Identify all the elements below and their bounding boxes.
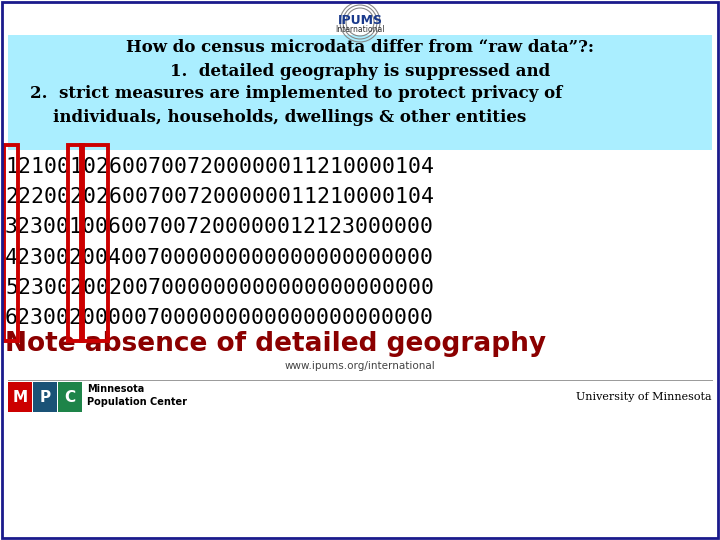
Bar	[33, 382, 57, 412]
Text: C: C	[64, 389, 76, 404]
Text: How do census microdata differ from “raw data”?:: How do census microdata differ from “raw…	[126, 39, 594, 57]
Text: Minnesota: Minnesota	[87, 384, 144, 394]
Text: Note absence of detailed geography: Note absence of detailed geography	[5, 331, 546, 357]
Text: 423002004007000000000000000000000: 423002004007000000000000000000000	[5, 248, 434, 268]
Text: P: P	[40, 389, 50, 404]
Bar	[4, 145, 18, 341]
Text: individuals, households, dwellings & other entities: individuals, households, dwellings & oth…	[30, 109, 526, 125]
Text: International: International	[336, 25, 384, 35]
Text: 2.  strict measures are implemented to protect privacy of: 2. strict measures are implemented to pr…	[30, 85, 562, 103]
Text: University of Minnesota: University of Minnesota	[577, 392, 712, 402]
Text: M: M	[12, 389, 27, 404]
Text: www.ipums.org/international: www.ipums.org/international	[284, 361, 436, 371]
Bar	[58, 382, 82, 412]
Bar	[8, 382, 32, 412]
Bar	[68, 145, 83, 341]
Text: 222002026007007200000011210000104: 222002026007007200000011210000104	[5, 187, 434, 207]
Text: Population Center: Population Center	[87, 397, 187, 407]
Bar	[8, 35, 712, 150]
Bar	[81, 145, 108, 341]
Text: 523002002007000000000000000000000: 523002002007000000000000000000000	[5, 278, 434, 298]
Text: IPUMS: IPUMS	[338, 14, 382, 26]
Text: 623002000007000000000000000000000: 623002000007000000000000000000000	[5, 308, 434, 328]
Text: 1.  detailed geography is suppressed and: 1. detailed geography is suppressed and	[170, 63, 550, 79]
Text: 121001026007007200000011210000104: 121001026007007200000011210000104	[5, 157, 434, 177]
Text: 323001006007007200000012123000000: 323001006007007200000012123000000	[5, 217, 434, 237]
